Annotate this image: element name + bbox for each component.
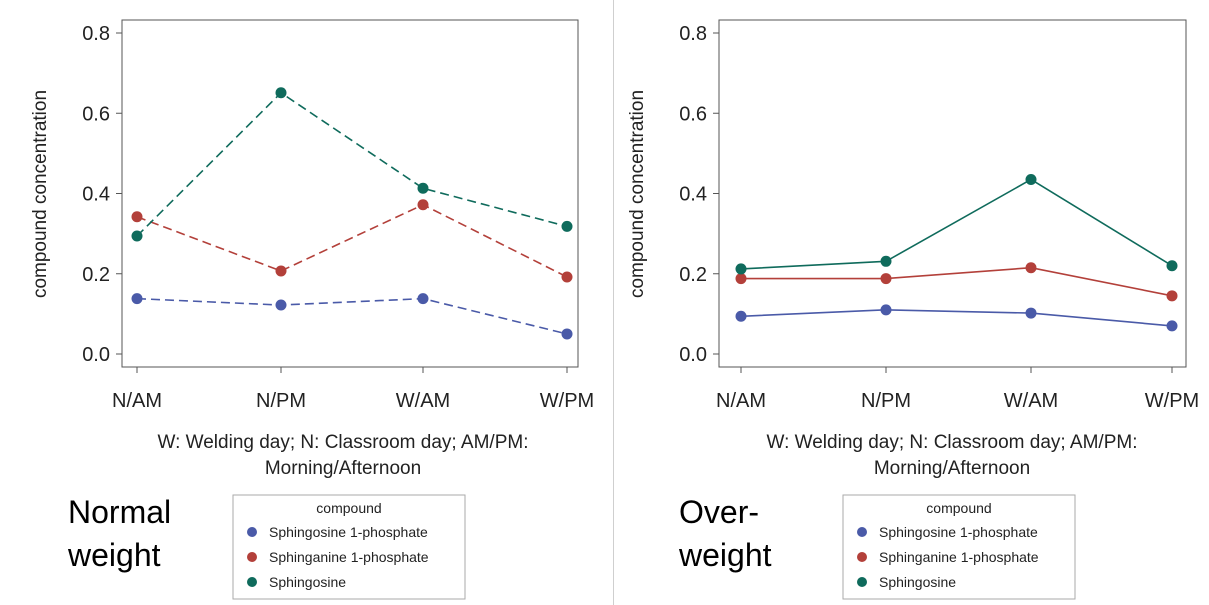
- series-line-1: [741, 266, 1173, 297]
- data-point: [1025, 262, 1037, 274]
- data-point: [131, 211, 143, 223]
- y-tick-label: 0.4: [679, 184, 707, 206]
- y-tick-label: 0.2: [679, 264, 707, 286]
- y-tick-label: 0.2: [82, 264, 110, 286]
- y-axis-label: compound concentration: [627, 90, 648, 298]
- panel-group-label: weight: [678, 537, 772, 573]
- x-axis-label-line1: W: Welding day; N: Classroom day; AM/PM:: [767, 432, 1138, 453]
- legend-marker: [857, 552, 867, 562]
- data-point: [735, 310, 747, 322]
- legend-label: Sphingosine: [879, 574, 956, 590]
- data-point: [1025, 307, 1037, 319]
- data-point: [275, 299, 287, 311]
- legend-label: Sphingosine: [269, 574, 346, 590]
- series-line-1: [136, 203, 568, 278]
- series-line-0: [740, 309, 1173, 327]
- panel-divider: [613, 0, 614, 605]
- series-line-2: [740, 178, 1173, 270]
- x-tick-label: W/AM: [1004, 390, 1058, 412]
- chart-panel-overweight: 0.0 0.2 0.4 0.6 0.8 N/AM N/PM W/AM W/PM compound …: [605, 0, 1209, 605]
- legend-marker: [857, 527, 867, 537]
- data-point: [561, 328, 573, 340]
- x-axis-label-line2: Morning/Afternoon: [265, 458, 421, 479]
- x-axis-label-line2: Morning/Afternoon: [874, 458, 1030, 479]
- y-tick-label: 0.6: [82, 103, 110, 125]
- data-point: [561, 220, 573, 232]
- data-point: [1166, 290, 1178, 302]
- y-tick-label: 0.4: [82, 184, 110, 206]
- x-axis-label-line1: W: Welding day; N: Classroom day; AM/PM:: [158, 432, 529, 453]
- data-point: [735, 263, 747, 275]
- legend-marker: [857, 577, 867, 587]
- legend-marker: [247, 552, 257, 562]
- x-tick-label: W/PM: [1145, 390, 1199, 412]
- legend-title: compound: [926, 500, 991, 516]
- y-tick-label: 0.6: [679, 103, 707, 125]
- data-point: [880, 304, 892, 316]
- chart-svg-overweight: 0.0 0.2 0.4 0.6 0.8 N/AM N/PM W/AM W/PM compound …: [627, 19, 1199, 600]
- data-point: [735, 273, 747, 285]
- x-tick-label: N/PM: [256, 390, 306, 412]
- plot-frame: [121, 19, 579, 368]
- legend-marker: [247, 527, 257, 537]
- series-line-2: [136, 91, 568, 237]
- x-tick-label: W/PM: [540, 390, 594, 412]
- x-tick-label: N/AM: [716, 390, 766, 412]
- data-point: [417, 182, 429, 194]
- x-tick-label: W/AM: [396, 390, 450, 412]
- data-point: [880, 273, 892, 285]
- data-point: [275, 265, 287, 277]
- legend-box: [842, 494, 1076, 600]
- legend-box: [232, 494, 466, 600]
- data-point: [131, 230, 143, 242]
- data-point: [275, 87, 287, 99]
- series-line-0: [136, 297, 568, 335]
- y-tick-label: 0.8: [82, 23, 110, 45]
- data-point: [1025, 173, 1037, 185]
- data-point: [131, 293, 143, 305]
- chart-svg-normal-weight: 0.0 0.2 0.4 0.6 0.8 N/AM N/PM W/AM W/PM compound …: [30, 19, 594, 600]
- legend-title: compound: [316, 500, 381, 516]
- data-point: [561, 271, 573, 283]
- y-tick-label: 0.8: [679, 23, 707, 45]
- legend-label: Sphinganine 1-phosphate: [879, 549, 1039, 565]
- data-point: [1166, 260, 1178, 272]
- legend-label: Sphingosine 1-phosphate: [879, 524, 1038, 540]
- legend-label: Sphingosine 1-phosphate: [269, 524, 428, 540]
- data-point: [417, 199, 429, 211]
- panel-group-label: weight: [67, 537, 161, 573]
- chart-panel-normal-weight: 0.0 0.2 0.4 0.6 0.8 N/AM N/PM W/AM W/PM compound …: [0, 0, 604, 605]
- x-tick-label: N/AM: [112, 390, 162, 412]
- data-point: [880, 255, 892, 267]
- panel-group-label: Normal: [68, 494, 171, 530]
- data-point: [417, 293, 429, 305]
- y-tick-label: 0.0: [82, 344, 110, 366]
- data-point: [1166, 320, 1178, 332]
- legend-marker: [247, 577, 257, 587]
- y-tick-label: 0.0: [679, 344, 707, 366]
- legend-label: Sphinganine 1-phosphate: [269, 549, 429, 565]
- x-tick-label: N/PM: [861, 390, 911, 412]
- y-axis-label: compound concentration: [30, 90, 51, 298]
- panel-group-label: Over-: [679, 494, 759, 530]
